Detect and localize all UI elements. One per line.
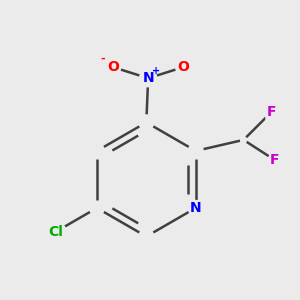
Text: F: F <box>270 153 280 167</box>
Text: N: N <box>142 71 154 85</box>
Text: +: + <box>152 66 160 76</box>
Text: Cl: Cl <box>48 225 63 239</box>
Text: O: O <box>177 60 189 74</box>
Text: -: - <box>100 54 105 64</box>
Text: N: N <box>190 201 202 215</box>
Text: O: O <box>107 60 119 74</box>
Text: F: F <box>266 105 276 119</box>
